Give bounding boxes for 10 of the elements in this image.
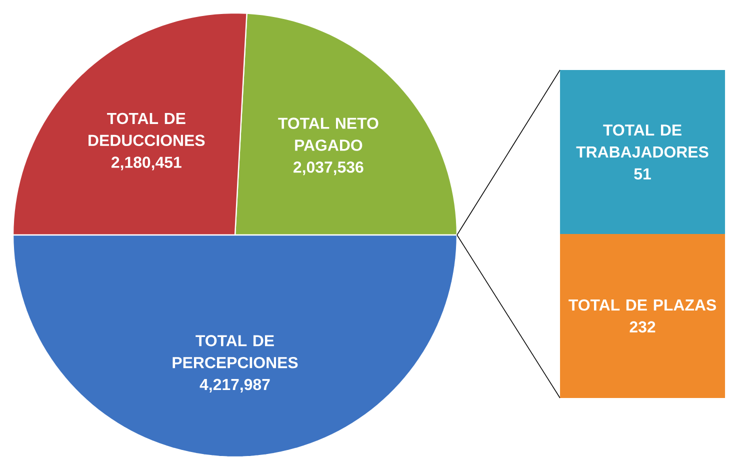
category-label: TOTAL DE PLAZAS <box>568 299 716 311</box>
category-label: TOTAL DE TRABAJADORES <box>576 124 708 158</box>
data-label: 2,037,536 <box>294 162 364 176</box>
slice-label: TOTAL DE DEDUCCIONES <box>88 112 205 146</box>
slice-label: TOTAL NETO PAGADO <box>278 118 378 151</box>
slice-label: TOTAL DE PERCEPCIONES <box>172 335 298 368</box>
data-label: 2,180,451 <box>112 156 182 170</box>
data-label: 232 <box>630 321 656 333</box>
data-label: 4,217,987 <box>200 378 270 392</box>
data-label: 51 <box>634 168 651 180</box>
